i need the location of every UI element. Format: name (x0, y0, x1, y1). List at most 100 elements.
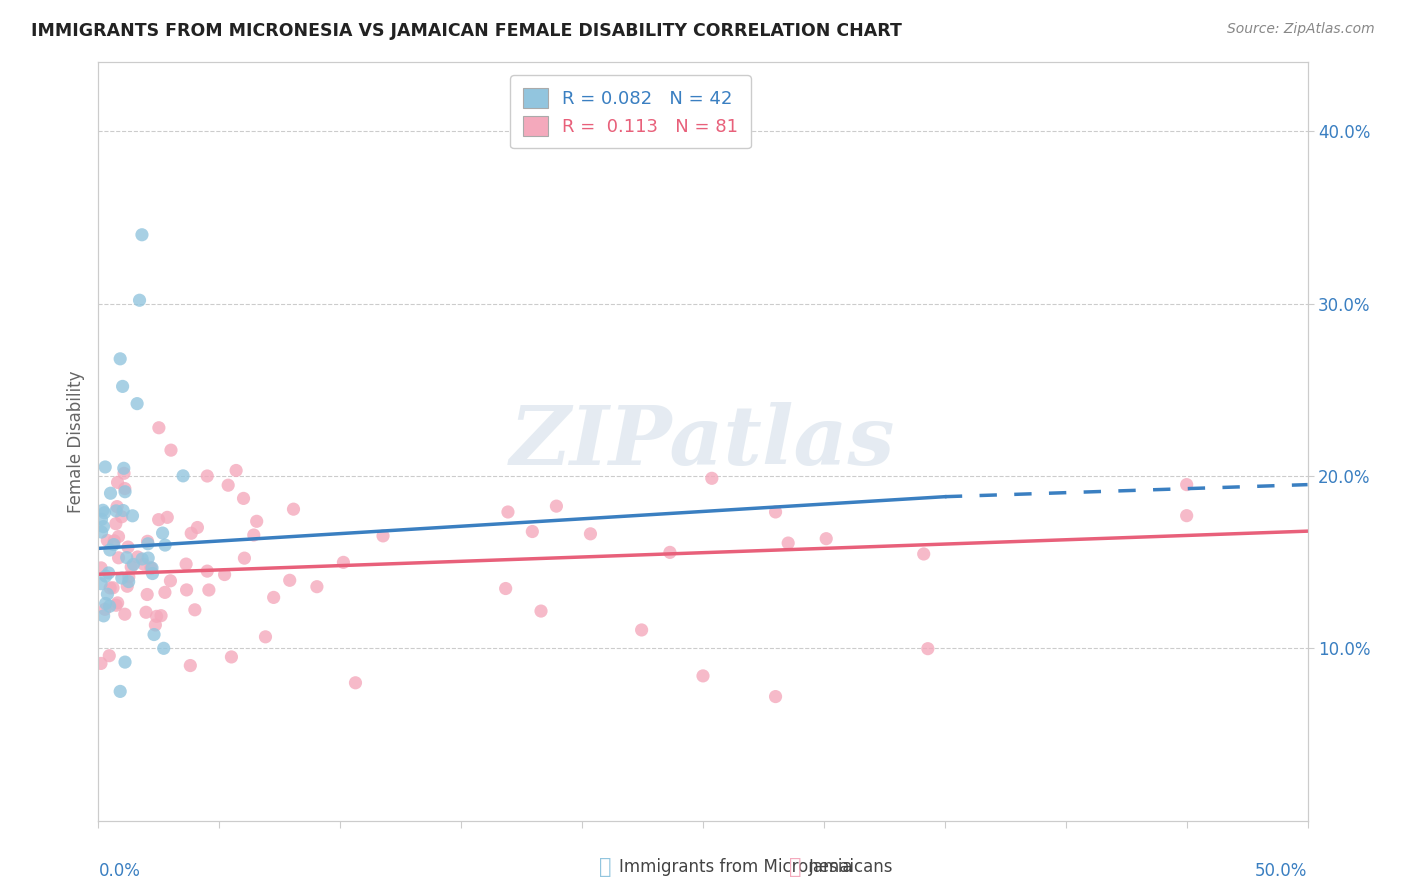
Point (630, 623, 652, 637)
Point (232, 491, 254, 506)
Point (90, 561, 112, 575)
Point (96, 533, 118, 548)
Point (700, 471, 723, 485)
Point (98, 543, 121, 558)
Point (530, 604, 553, 618)
Point (160, 443, 183, 458)
Point (152, 526, 174, 541)
Point (114, 484, 136, 499)
Point (117, 540, 139, 554)
Point (98, 648, 121, 663)
Point (765, 690, 787, 704)
Point (98, 581, 121, 595)
Text: Jamaicans: Jamaicans (808, 858, 893, 876)
Point (152, 641, 174, 656)
Point (128, 293, 150, 308)
Point (579, 526, 602, 541)
Point (131, 552, 153, 566)
Point (98, 599, 121, 614)
Text: Source: ZipAtlas.com: Source: ZipAtlas.com (1227, 22, 1375, 37)
Point (195, 564, 218, 578)
Point (114, 655, 136, 669)
Point (93, 519, 115, 533)
Point (112, 467, 135, 481)
Point (815, 532, 838, 546)
Point (233, 551, 256, 566)
Point (917, 641, 939, 656)
Text: Immigrants from Micronesia: Immigrants from Micronesia (619, 858, 852, 876)
Point (135, 605, 157, 619)
Point (111, 571, 134, 585)
Y-axis label: Female Disability: Female Disability (66, 370, 84, 513)
Point (127, 549, 149, 564)
Point (108, 684, 131, 698)
Point (101, 581, 124, 595)
Point (120, 560, 142, 574)
Point (278, 574, 301, 588)
Point (136, 587, 159, 601)
Point (143, 627, 166, 641)
Point (221, 649, 243, 664)
Point (283, 502, 305, 516)
Point (156, 510, 179, 524)
Point (305, 580, 328, 594)
Point (186, 520, 208, 534)
Point (371, 529, 394, 543)
Point (141, 566, 163, 581)
Point (179, 658, 201, 673)
Point (148, 421, 170, 435)
Point (263, 591, 285, 605)
Text: 0.0%: 0.0% (98, 863, 141, 880)
Point (107, 596, 129, 610)
Text: 50.0%: 50.0% (1256, 863, 1308, 880)
Point (107, 475, 129, 490)
Point (105, 500, 128, 514)
Text: ⬜: ⬜ (789, 857, 801, 877)
Point (90, 657, 112, 671)
Point (195, 469, 218, 483)
Point (94, 569, 117, 583)
Point (658, 545, 681, 559)
Point (150, 608, 173, 623)
Point (344, 675, 367, 690)
Point (103, 533, 125, 548)
Point (112, 461, 135, 475)
Point (96, 587, 118, 601)
Point (97, 566, 120, 580)
Point (172, 468, 194, 483)
Point (94, 602, 117, 616)
Point (131, 227, 153, 242)
Point (546, 499, 568, 513)
Point (141, 561, 163, 575)
Point (139, 560, 162, 574)
Point (94, 460, 117, 475)
Point (145, 618, 167, 632)
Point (254, 630, 277, 644)
Point (111, 379, 134, 393)
Point (115, 550, 138, 565)
Point (90, 524, 112, 539)
Point (107, 550, 129, 565)
Point (122, 558, 145, 572)
Point (107, 530, 129, 544)
Point (108, 351, 131, 366)
Point (176, 582, 198, 597)
Point (174, 557, 197, 571)
Point (332, 555, 354, 569)
Point (118, 574, 141, 589)
Legend: R = 0.082   N = 42, R =  0.113   N = 81: R = 0.082 N = 42, R = 0.113 N = 81 (510, 75, 751, 148)
Point (1175, 508, 1198, 523)
Point (692, 669, 714, 683)
Point (105, 599, 128, 613)
Text: IMMIGRANTS FROM MICRONESIA VS JAMAICAN FEMALE DISABILITY CORRELATION CHART: IMMIGRANTS FROM MICRONESIA VS JAMAICAN F… (31, 22, 901, 40)
Point (136, 537, 159, 551)
Point (127, 396, 149, 410)
Point (912, 547, 935, 561)
Point (111, 509, 134, 524)
Point (118, 570, 141, 584)
Point (115, 579, 138, 593)
Point (778, 536, 800, 550)
Point (94, 597, 117, 611)
Point (522, 524, 544, 539)
Point (225, 463, 247, 477)
